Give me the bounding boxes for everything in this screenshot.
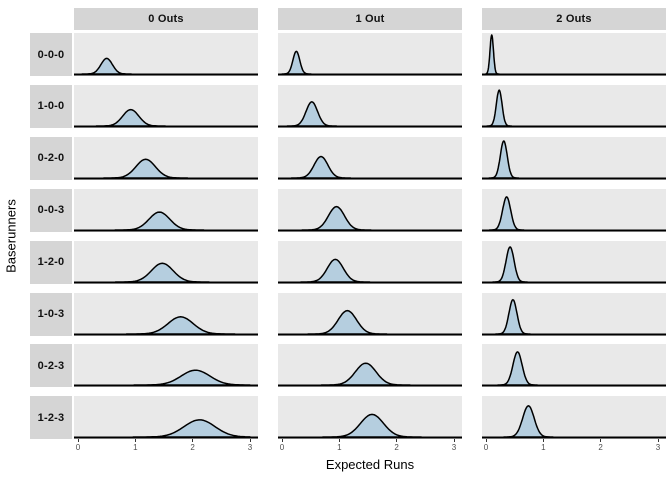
x-axis-tick bbox=[657, 439, 659, 443]
density-curve bbox=[74, 369, 258, 387]
density-curve bbox=[278, 100, 462, 128]
density-curve bbox=[278, 309, 462, 335]
density-curve bbox=[482, 89, 666, 128]
density-panel bbox=[278, 292, 462, 336]
density-panel bbox=[278, 396, 462, 440]
density-curve bbox=[278, 413, 462, 439]
x-axis-tick-label: 2 bbox=[190, 443, 195, 453]
density-panel bbox=[74, 344, 258, 388]
density-curve bbox=[278, 258, 462, 284]
density-panel bbox=[278, 188, 462, 232]
density-curve bbox=[482, 34, 666, 76]
x-axis-tick-label: 2 bbox=[394, 443, 399, 453]
density-panel bbox=[74, 396, 258, 440]
x-axis-tick bbox=[542, 439, 544, 443]
x-axis-tick-label: 3 bbox=[247, 443, 253, 453]
density-panel bbox=[278, 240, 462, 284]
x-axis-tick-label: 1 bbox=[337, 443, 342, 453]
density-panel bbox=[278, 33, 462, 76]
facet-row-header: 0-0-0 bbox=[30, 33, 72, 76]
x-axis-tick-label: 1 bbox=[541, 443, 546, 453]
x-axis-tick bbox=[396, 439, 398, 443]
density-curve bbox=[482, 245, 666, 284]
x-axis-tick bbox=[249, 439, 251, 443]
facet-row-header: 1-2-3 bbox=[30, 396, 72, 440]
x-axis-tick bbox=[192, 439, 194, 443]
density-panel bbox=[482, 240, 666, 284]
density-curve bbox=[278, 155, 462, 180]
density-curve bbox=[482, 195, 666, 232]
density-panel bbox=[278, 136, 462, 180]
density-curve bbox=[74, 419, 258, 439]
density-curve bbox=[278, 50, 462, 76]
facet-row-header: 1-0-3 bbox=[30, 292, 72, 336]
density-panel bbox=[482, 292, 666, 336]
x-axis-title: Expected Runs bbox=[325, 457, 415, 472]
x-axis-tick bbox=[338, 439, 340, 443]
density-curve bbox=[74, 57, 258, 76]
density-curve bbox=[482, 405, 666, 439]
density-panel bbox=[482, 396, 666, 440]
x-axis-tick-label: 0 bbox=[279, 443, 285, 453]
density-curve bbox=[482, 351, 666, 387]
density-panel bbox=[482, 344, 666, 388]
y-axis-title: Baserunners bbox=[3, 199, 19, 273]
x-axis-tick-label: 0 bbox=[75, 443, 81, 453]
facet-column-header: 2 Outs bbox=[482, 8, 666, 30]
facet-row-header: 0-2-3 bbox=[30, 344, 72, 388]
density-panel bbox=[74, 240, 258, 284]
density-curve bbox=[278, 362, 462, 387]
density-curve bbox=[74, 315, 258, 335]
density-panel bbox=[74, 33, 258, 76]
density-panel bbox=[278, 344, 462, 388]
x-axis-tick-label: 1 bbox=[133, 443, 138, 453]
x-axis-tick bbox=[600, 439, 602, 443]
density-panel bbox=[74, 136, 258, 180]
density-curve bbox=[74, 158, 258, 180]
density-curve bbox=[74, 108, 258, 128]
density-panel bbox=[74, 84, 258, 128]
facet-row-header: 1-2-0 bbox=[30, 240, 72, 284]
density-panel bbox=[74, 292, 258, 336]
density-curve bbox=[482, 298, 666, 335]
x-axis-tick bbox=[134, 439, 136, 443]
facet-row-header: 1-0-0 bbox=[30, 84, 72, 128]
density-panel bbox=[482, 136, 666, 180]
density-panel bbox=[74, 188, 258, 232]
facet-column-header: 0 Outs bbox=[74, 8, 258, 30]
density-curve bbox=[278, 205, 462, 232]
density-panel bbox=[278, 84, 462, 128]
density-curve bbox=[74, 262, 258, 284]
x-axis-tick bbox=[281, 439, 283, 443]
x-axis-tick-label: 0 bbox=[483, 443, 489, 453]
facet-row-header: 0-0-3 bbox=[30, 188, 72, 232]
x-axis-tick-label: 3 bbox=[655, 443, 661, 453]
density-panel bbox=[482, 188, 666, 232]
x-axis-tick bbox=[485, 439, 487, 443]
x-axis-tick bbox=[77, 439, 79, 443]
density-curve bbox=[74, 211, 258, 232]
facet-row-header: 0-2-0 bbox=[30, 136, 72, 180]
density-panel bbox=[482, 84, 666, 128]
x-axis-tick-label: 3 bbox=[451, 443, 457, 453]
facet-column-header: 1 Out bbox=[278, 8, 462, 30]
density-curve bbox=[482, 140, 666, 180]
density-panel bbox=[482, 33, 666, 76]
x-axis-tick bbox=[453, 439, 455, 443]
x-axis-tick-label: 2 bbox=[598, 443, 603, 453]
